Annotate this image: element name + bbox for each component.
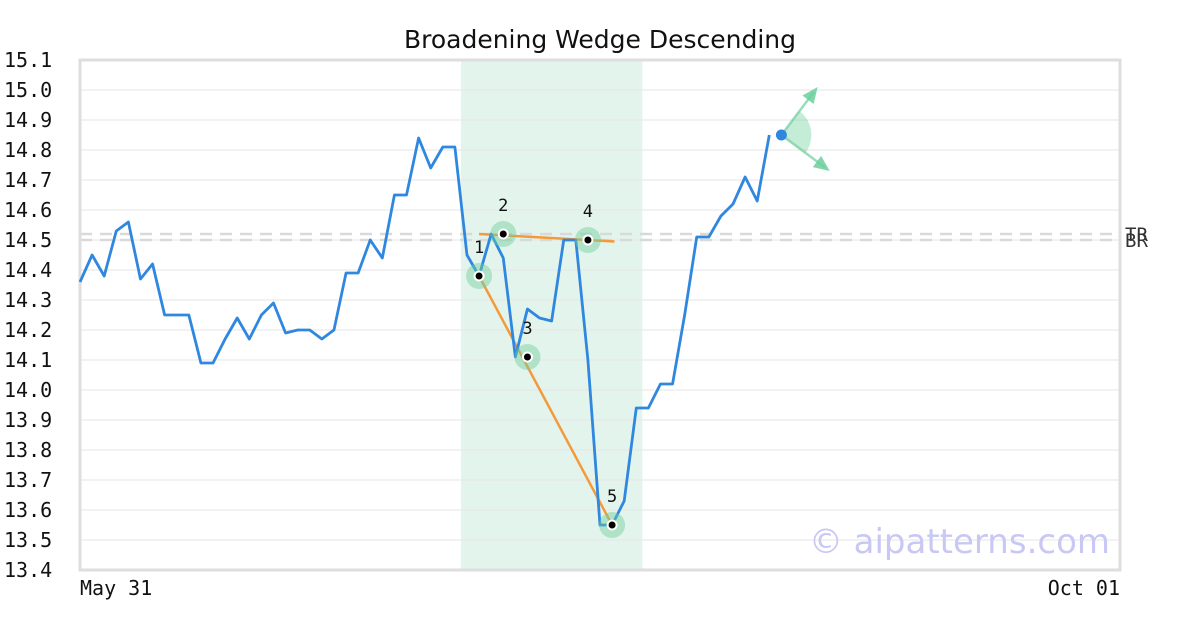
- price-line: [78, 134, 771, 527]
- pattern-point-dot: [584, 236, 592, 244]
- pattern-point-1: 1: [466, 238, 493, 289]
- pattern-point-label: 5: [607, 487, 617, 507]
- y-tick-label: 14.2: [4, 318, 52, 342]
- pattern-point-label: 2: [498, 196, 508, 216]
- y-tick-label: 14.9: [4, 108, 52, 132]
- wedge-lower-line: [477, 275, 614, 526]
- chart-title: Broadening Wedge Descending: [404, 25, 796, 54]
- pattern-point-2: 2: [490, 196, 517, 247]
- y-tick-label: 14.5: [4, 228, 52, 252]
- pattern-point-dot: [523, 353, 531, 361]
- y-tick-label: 15.1: [4, 48, 52, 72]
- pattern-point-dot: [608, 521, 616, 529]
- y-tick-label: 13.6: [4, 498, 52, 522]
- breakout-dot: [775, 129, 787, 141]
- projection-down-arrow-head: [812, 155, 830, 171]
- y-tick-label: 13.4: [4, 558, 52, 582]
- y-tick-label: 13.8: [4, 438, 52, 462]
- y-tick-label: 13.7: [4, 468, 52, 492]
- pattern-point-3: 3: [514, 319, 541, 370]
- axis-labels-layer: 15.1 15.0 14.9 14.8 14.7 14.6 14.5 14.4 14.3 14.2…: [4, 48, 1120, 600]
- pattern-point-4: 4: [574, 202, 601, 253]
- y-tick-label: 14.3: [4, 288, 52, 312]
- y-tick-label: 14.8: [4, 138, 52, 162]
- pattern-point-dot: [499, 230, 507, 238]
- y-tick-label: 14.0: [4, 378, 52, 402]
- level-label-br: BR: [1125, 230, 1148, 252]
- y-tick-label: 13.5: [4, 528, 52, 552]
- pattern-point-label: 1: [474, 238, 484, 258]
- level-label-tr: TR: [1125, 224, 1148, 246]
- y-tick-label: 14.6: [4, 198, 52, 222]
- y-tick-label: 14.7: [4, 168, 52, 192]
- pattern-point-label: 3: [522, 319, 532, 339]
- projection-layer: [775, 87, 830, 171]
- y-tick-label: 15.0: [4, 78, 52, 102]
- x-tick-label: Oct 01: [1048, 576, 1120, 600]
- x-tick-label: May 31: [80, 576, 152, 600]
- watermark-text: © aipatterns.com: [809, 522, 1110, 562]
- plot-frame: [78, 58, 1122, 572]
- pattern-point-dot: [475, 272, 483, 280]
- y-tick-label: 14.4: [4, 258, 52, 282]
- y-tick-label: 13.9: [4, 408, 52, 432]
- price-series-layer: [78, 134, 771, 527]
- pattern-point-label: 4: [583, 202, 593, 222]
- projection-fan: [781, 111, 812, 153]
- pattern-point-5: 5: [599, 487, 626, 538]
- projection-up-arrow-head: [802, 87, 818, 104]
- y-tick-label: 14.1: [4, 348, 52, 372]
- pattern-points-layer: 1 2 3 4 5: [466, 196, 626, 538]
